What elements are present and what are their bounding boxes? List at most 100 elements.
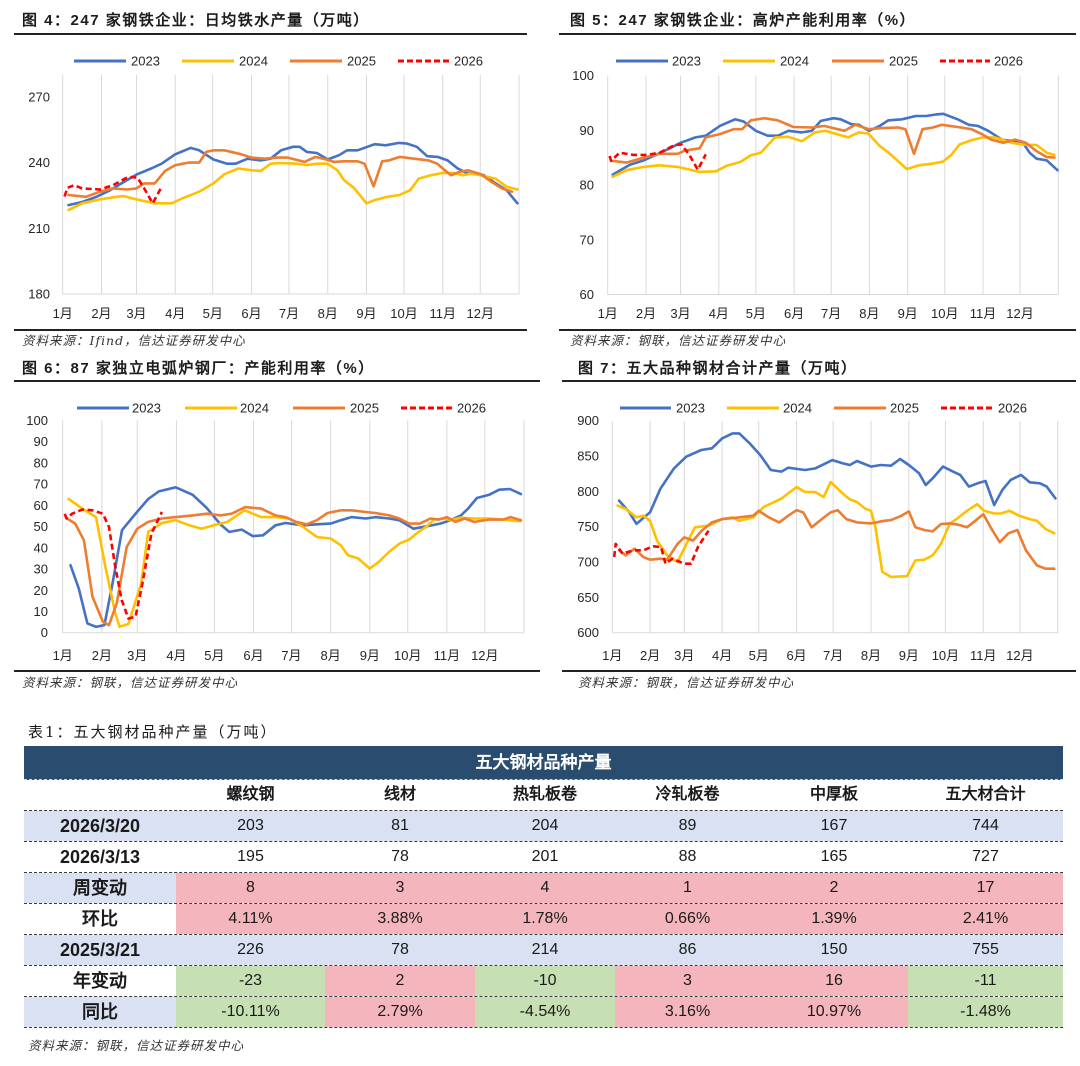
x-tick-label: 6月 (243, 648, 263, 663)
x-tick-label: 4月 (165, 306, 185, 321)
table-cell: 2.79% (325, 997, 475, 1027)
row-label: 2026/3/13 (24, 842, 176, 872)
series-line-2023 (67, 141, 519, 207)
table-cell: 2 (325, 966, 475, 996)
table-cell: 3.88% (325, 904, 475, 934)
series-line-2024 (616, 480, 1056, 579)
x-tick-label: 4月 (712, 648, 732, 663)
table-1-source: 资料来源：钢联，信达证券研发中心 (28, 1038, 245, 1053)
legend-label-2025: 2025 (889, 54, 918, 69)
y-tick-label: 70 (580, 232, 594, 247)
x-tick-label: 10月 (932, 648, 959, 663)
table-cell: 195 (176, 842, 325, 872)
y-tick-label: 60 (580, 287, 594, 302)
table-cell: 78 (325, 842, 475, 872)
y-tick-label: 600 (577, 625, 599, 640)
table-cell: 2 (760, 873, 908, 903)
legend-label-2024: 2024 (783, 401, 812, 416)
x-tick-label: 11月 (970, 648, 997, 663)
table-row: 2025/3/21 226 78 214 86 150 755 (24, 935, 1063, 966)
series-line-2026 (63, 175, 163, 205)
x-tick-label: 5月 (746, 306, 766, 321)
x-tick-label: 9月 (898, 306, 918, 321)
table-cell: 4.11% (176, 904, 325, 934)
figure-7-source-rule (562, 670, 1076, 672)
x-tick-label: 12月 (467, 306, 494, 321)
figure-5-source: 资料来源：钢联，信达证券研发中心 (570, 333, 787, 348)
figure-7-chart: 600 650 700 750 800 850 900 1月 2月 3月 4月 5月 6月 7月 8月 9月 1… (577, 401, 1059, 663)
table-cell: -23 (176, 966, 325, 996)
column-header: 线材 (383, 786, 416, 803)
row-label: 2026/3/20 (24, 811, 176, 841)
legend-label-2024: 2024 (240, 401, 269, 416)
table-row: 2026/3/20 203 81 204 89 167 744 (24, 811, 1063, 842)
table-cell: 8 (176, 873, 325, 903)
y-tick-label: 750 (577, 519, 599, 534)
x-tick-label: 8月 (318, 306, 338, 321)
x-tick-label: 12月 (1006, 306, 1033, 321)
table-1-title: 表1：五大钢材品种产量（万吨） (28, 723, 278, 741)
figure-6-panel: 图 6：87 家独立电弧炉钢厂：产能利用率（%） 0 10 20 30 40 50 60 70… (0, 350, 540, 700)
x-tick-label: 1月 (53, 306, 73, 321)
series-line-2025 (617, 508, 1056, 570)
table-cell: -4.54% (475, 997, 615, 1027)
figure-6-source-rule (14, 670, 540, 672)
x-tick-label: 8月 (321, 648, 341, 663)
series-line-2023 (617, 432, 1057, 526)
table-cell: 10.97% (760, 997, 908, 1027)
y-tick-label: 900 (577, 413, 599, 428)
y-tick-label: 80 (34, 455, 48, 470)
table-cell: 1.78% (475, 904, 615, 934)
table-cell: 203 (176, 811, 325, 841)
y-tick-label: 80 (580, 178, 594, 193)
y-tick-label: 240 (28, 155, 50, 170)
y-tick-label: 270 (28, 89, 50, 104)
y-tick-label: 90 (34, 434, 48, 449)
y-tick-label: 10 (34, 604, 48, 619)
figure-4-source: 资料来源：Ifind，信达证券研发中心 (22, 333, 246, 348)
x-tick-label: 10月 (394, 648, 421, 663)
legend-label-2023: 2023 (676, 401, 705, 416)
y-tick-label: 650 (577, 590, 599, 605)
row-label: 周变动 (24, 873, 176, 903)
table-cell: 204 (475, 811, 615, 841)
legend-label-2025: 2025 (350, 401, 379, 416)
table-row: 同比 -10.11% 2.79% -4.54% 3.16% 10.97% -1.48% (24, 997, 1063, 1028)
x-tick-label: 11月 (970, 306, 997, 321)
legend-label-2024: 2024 (239, 54, 268, 69)
figure-7-title: 图 7：五大品种钢材合计产量（万吨） (578, 360, 858, 377)
table-cell: 86 (615, 935, 760, 965)
x-tick-label: 6月 (784, 306, 804, 321)
legend-label-2023: 2023 (132, 401, 161, 416)
x-tick-label: 2月 (91, 306, 111, 321)
table-cell: 1.39% (760, 904, 908, 934)
table-cell: 3 (325, 873, 475, 903)
legend-label-2026: 2026 (454, 54, 483, 69)
table-cell: 89 (615, 811, 760, 841)
table-cell: 0.66% (615, 904, 760, 934)
y-tick-label: 700 (577, 555, 599, 570)
legend-label-2026: 2026 (994, 54, 1023, 69)
column-header: 冷轧板卷 (655, 786, 720, 803)
x-tick-label: 5月 (749, 648, 769, 663)
x-tick-label: 3月 (674, 648, 694, 663)
column-header: 五大材合计 (945, 786, 1026, 803)
x-tick-label: 3月 (126, 306, 146, 321)
series-line-2024 (611, 129, 1056, 179)
y-tick-label: 40 (34, 540, 48, 555)
figure-4-title-rule (14, 33, 527, 35)
table-cell: 3.16% (615, 997, 760, 1027)
y-tick-label: 800 (577, 484, 599, 499)
table-cell: -1.48% (908, 997, 1063, 1027)
legend-label-2026: 2026 (998, 401, 1027, 416)
table-cell: 165 (760, 842, 908, 872)
y-tick-label: 20 (34, 583, 48, 598)
x-tick-label: 10月 (390, 306, 417, 321)
series-line-2023 (611, 112, 1059, 176)
table-cell: 167 (760, 811, 908, 841)
x-tick-label: 3月 (127, 648, 147, 663)
figure-5-title: 图 5：247 家钢铁企业：高炉产能利用率（%） (570, 12, 917, 29)
y-tick-label: 210 (28, 221, 50, 236)
figure-6-title-rule (14, 380, 540, 382)
table-cell: 17 (908, 873, 1063, 903)
